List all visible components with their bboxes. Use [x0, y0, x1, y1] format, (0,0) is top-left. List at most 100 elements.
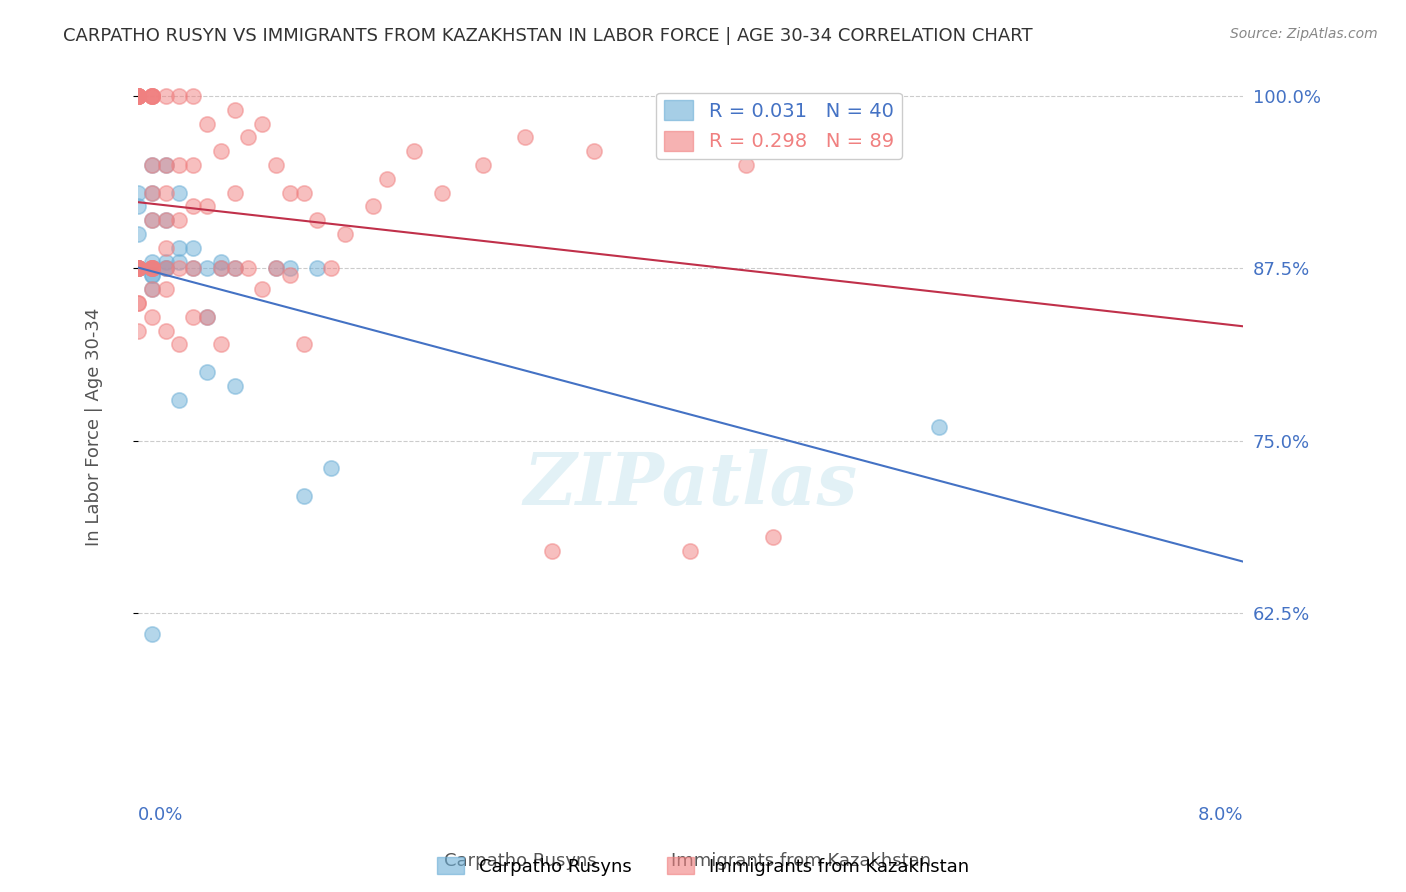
- Text: 8.0%: 8.0%: [1198, 806, 1243, 824]
- Point: [155, 324, 177, 338]
- Point: [155, 282, 177, 296]
- Point: [141, 158, 163, 172]
- Point: [127, 89, 149, 103]
- Legend: R = 0.031   N = 40, R = 0.298   N = 89: R = 0.031 N = 40, R = 0.298 N = 89: [657, 93, 901, 159]
- Text: ZIPatlas: ZIPatlas: [523, 449, 858, 520]
- Point: [224, 186, 246, 200]
- Point: [141, 261, 163, 276]
- Point: [181, 158, 204, 172]
- Point: [292, 489, 315, 503]
- Point: [292, 186, 315, 200]
- Point: [169, 158, 191, 172]
- Point: [224, 103, 246, 117]
- Point: [155, 254, 177, 268]
- Point: [181, 199, 204, 213]
- Point: [141, 89, 163, 103]
- Point: [127, 261, 149, 276]
- Point: [127, 89, 149, 103]
- Point: [790, 145, 813, 159]
- Point: [155, 213, 177, 227]
- Point: [141, 261, 163, 276]
- Point: [264, 261, 287, 276]
- Point: [155, 158, 177, 172]
- Point: [127, 89, 149, 103]
- Point: [513, 130, 536, 145]
- Point: [195, 117, 218, 131]
- Text: Source: ZipAtlas.com: Source: ZipAtlas.com: [1230, 27, 1378, 41]
- Point: [333, 227, 356, 241]
- Point: [679, 544, 702, 558]
- Point: [181, 241, 204, 255]
- Point: [707, 130, 730, 145]
- Point: [224, 261, 246, 276]
- Point: [734, 158, 756, 172]
- Point: [361, 199, 384, 213]
- Point: [250, 117, 273, 131]
- Point: [209, 254, 232, 268]
- Point: [127, 261, 149, 276]
- Point: [141, 254, 163, 268]
- Text: Immigrants from Kazakhstan: Immigrants from Kazakhstan: [671, 852, 932, 870]
- Point: [195, 199, 218, 213]
- Point: [127, 186, 149, 200]
- Point: [141, 627, 163, 641]
- Point: [127, 261, 149, 276]
- Point: [141, 186, 163, 200]
- Point: [321, 261, 343, 276]
- Point: [169, 261, 191, 276]
- Point: [582, 145, 605, 159]
- Point: [141, 213, 163, 227]
- Point: [181, 310, 204, 324]
- Point: [321, 461, 343, 475]
- Point: [127, 261, 149, 276]
- Point: [181, 89, 204, 103]
- Legend: Carpatho Rusyns, Immigrants from Kazakhstan: Carpatho Rusyns, Immigrants from Kazakhs…: [430, 850, 976, 883]
- Point: [155, 89, 177, 103]
- Point: [307, 261, 329, 276]
- Point: [155, 241, 177, 255]
- Point: [278, 186, 301, 200]
- Point: [169, 186, 191, 200]
- Point: [127, 227, 149, 241]
- Point: [141, 89, 163, 103]
- Point: [209, 337, 232, 351]
- Point: [155, 186, 177, 200]
- Point: [127, 89, 149, 103]
- Point: [169, 254, 191, 268]
- Point: [127, 324, 149, 338]
- Point: [195, 365, 218, 379]
- Point: [141, 158, 163, 172]
- Point: [127, 89, 149, 103]
- Point: [141, 261, 163, 276]
- Point: [264, 261, 287, 276]
- Point: [155, 261, 177, 276]
- Point: [155, 213, 177, 227]
- Point: [155, 158, 177, 172]
- Point: [181, 261, 204, 276]
- Point: [472, 158, 495, 172]
- Point: [169, 89, 191, 103]
- Point: [127, 199, 149, 213]
- Text: CARPATHO RUSYN VS IMMIGRANTS FROM KAZAKHSTAN IN LABOR FORCE | AGE 30-34 CORRELAT: CARPATHO RUSYN VS IMMIGRANTS FROM KAZAKH…: [63, 27, 1033, 45]
- Point: [127, 89, 149, 103]
- Point: [375, 172, 398, 186]
- Point: [141, 186, 163, 200]
- Point: [155, 261, 177, 276]
- Point: [209, 261, 232, 276]
- Point: [127, 261, 149, 276]
- Point: [928, 420, 950, 434]
- Point: [127, 89, 149, 103]
- Point: [127, 261, 149, 276]
- Point: [762, 530, 785, 544]
- Point: [127, 296, 149, 310]
- Point: [141, 282, 163, 296]
- Point: [127, 261, 149, 276]
- Point: [817, 130, 839, 145]
- Point: [141, 261, 163, 276]
- Point: [541, 544, 564, 558]
- Point: [430, 186, 453, 200]
- Point: [169, 392, 191, 407]
- Point: [141, 268, 163, 283]
- Point: [141, 89, 163, 103]
- Point: [278, 261, 301, 276]
